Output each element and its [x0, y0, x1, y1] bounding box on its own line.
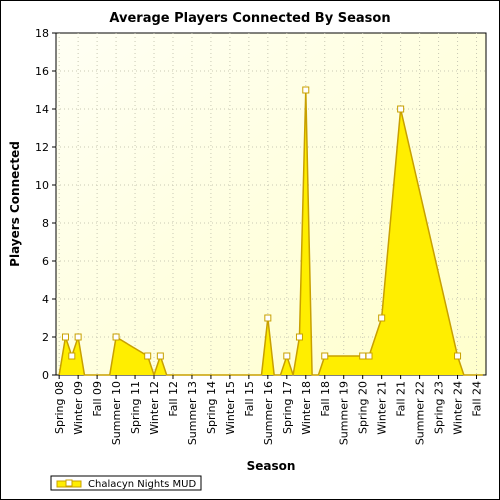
- x-tick-label: Winter 18: [300, 381, 313, 435]
- data-point-marker: [74, 333, 82, 341]
- x-tick-label: Winter 12: [148, 381, 161, 435]
- data-point-marker: [264, 314, 272, 322]
- x-tick-label: Fall 18: [319, 381, 332, 417]
- data-point-marker: [295, 333, 303, 341]
- data-point-marker: [156, 352, 164, 360]
- y-tick-label: 12: [35, 141, 49, 154]
- x-axis: Spring 08 Winter 09 Fall 09 Summer 10 Spring…: [53, 375, 484, 445]
- data-point-marker: [61, 333, 69, 341]
- y-tick-label: 8: [42, 217, 49, 230]
- legend-box: [50, 475, 202, 491]
- x-tick-label: Summer 22: [414, 381, 427, 445]
- y-tick-label: 18: [35, 27, 49, 40]
- x-axis-title: Season: [247, 459, 296, 473]
- x-tick-label: Fall 12: [167, 381, 180, 417]
- y-tick-label: 14: [35, 103, 49, 116]
- data-point-marker: [283, 352, 291, 360]
- x-tick-label: Spring 14: [205, 381, 218, 434]
- x-tick-label: Summer 13: [186, 381, 199, 445]
- x-tick-label: Spring 11: [129, 381, 142, 434]
- data-point-marker: [378, 314, 386, 322]
- x-tick-label: Winter 15: [224, 381, 237, 435]
- legend: Chalacyn Nights MUD: [50, 475, 202, 491]
- x-tick-label: Spring 23: [433, 381, 446, 434]
- x-tick-label: Summer 16: [262, 381, 275, 445]
- y-tick-label: 4: [42, 293, 49, 306]
- series-area: [59, 90, 483, 375]
- y-tick-label: 16: [35, 65, 49, 78]
- data-point-marker: [359, 352, 367, 360]
- y-axis-title: Players Connected: [8, 141, 22, 267]
- x-tick-label: Spring 20: [357, 381, 370, 434]
- y-tick-label: 10: [35, 179, 49, 192]
- x-tick-label: Spring 17: [281, 381, 294, 434]
- x-tick-label: Fall 15: [243, 381, 256, 417]
- chart-title: Average Players Connected By Season: [109, 11, 390, 26]
- x-tick-label: Spring 08: [53, 381, 66, 434]
- y-axis: 0 2 4 6 8 10 12 14 16 18: [35, 27, 56, 382]
- x-tick-label: Winter 24: [452, 381, 465, 435]
- data-point-marker: [397, 105, 405, 113]
- x-tick-label: Winter 09: [72, 381, 85, 435]
- data-point-marker: [321, 352, 329, 360]
- data-point-marker: [302, 86, 310, 94]
- data-point-marker: [112, 333, 120, 341]
- y-tick-label: 6: [42, 255, 49, 268]
- x-tick-label: Fall 09: [91, 381, 104, 417]
- data-point-marker: [68, 352, 76, 360]
- x-tick-label: Fall 24: [471, 381, 484, 417]
- y-tick-label: 2: [42, 331, 49, 344]
- x-tick-label: Summer 10: [110, 381, 123, 445]
- x-tick-label: Fall 21: [395, 381, 408, 417]
- data-point-marker: [365, 352, 373, 360]
- x-tick-label: Winter 21: [376, 381, 389, 435]
- y-tick-label: 0: [42, 369, 49, 382]
- data-point-marker: [144, 352, 152, 360]
- x-tick-label: Summer 19: [338, 381, 351, 445]
- legend-label: Chalacyn Nights MUD: [88, 479, 196, 490]
- legend-marker-icon: [65, 479, 73, 487]
- series-chalacyn-nights-mud: [58, 86, 483, 378]
- data-point-marker: [454, 352, 462, 360]
